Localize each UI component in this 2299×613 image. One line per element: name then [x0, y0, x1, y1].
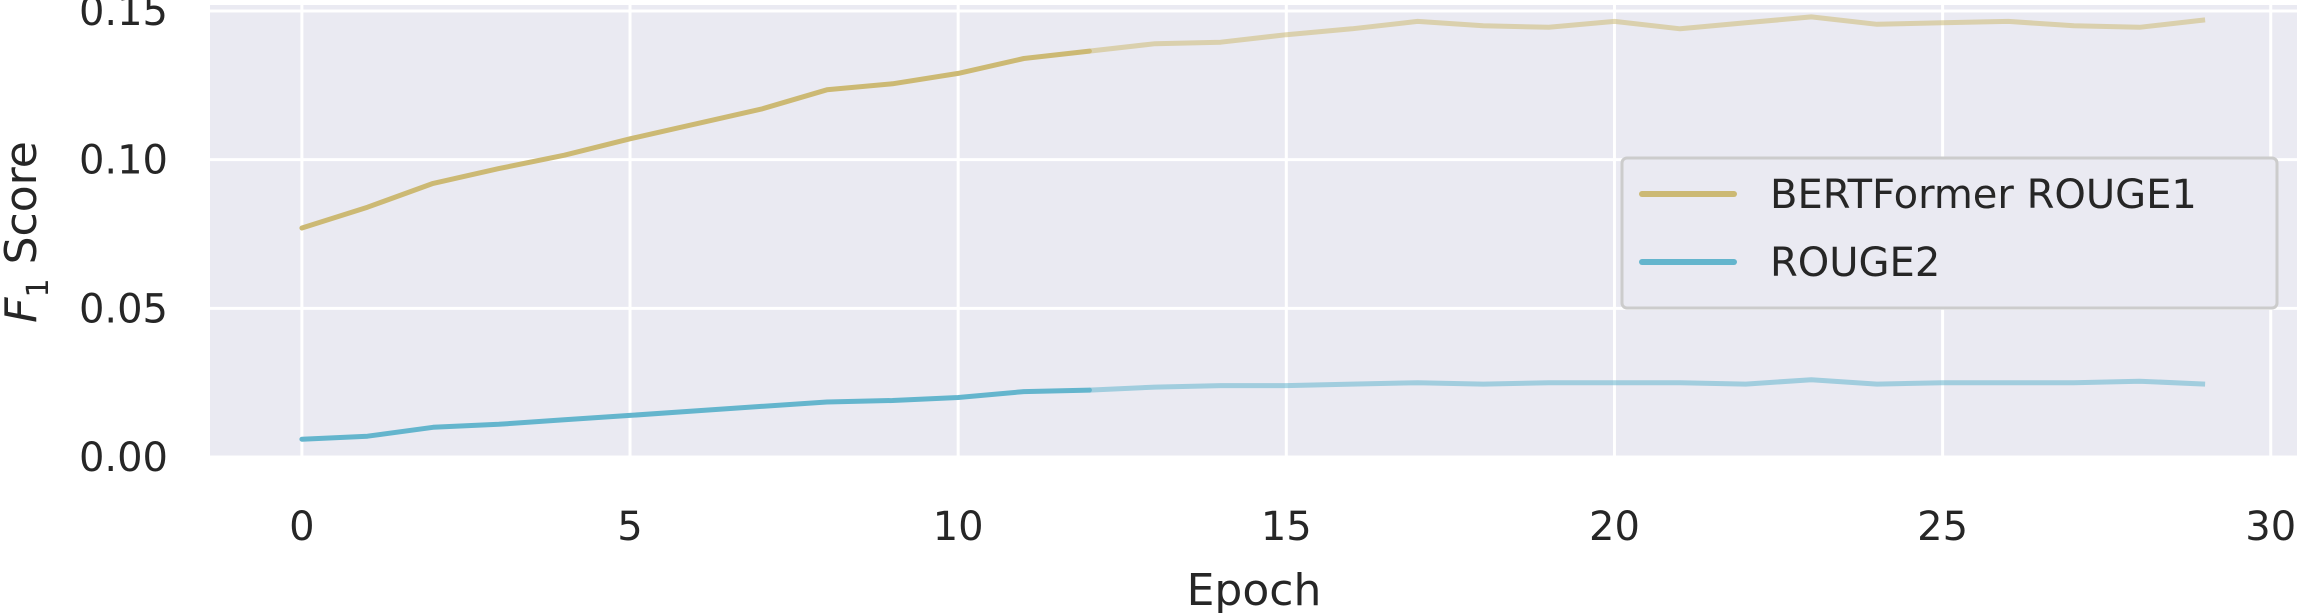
- x-tick-labels: 0 5 10 15 20 25 30: [289, 504, 2296, 550]
- x-tick-label: 30: [2245, 504, 2296, 550]
- legend: BERTFormer ROUGE1 ROUGE2: [1620, 156, 2279, 310]
- legend-box: [1620, 156, 2279, 310]
- legend-label-rouge1: BERTFormer ROUGE1: [1770, 172, 2197, 218]
- x-tick-label: 10: [933, 504, 984, 550]
- y-tick-label: 0.05: [79, 286, 168, 332]
- x-tick-label: 0: [289, 504, 314, 550]
- series-lines: [299, 14, 2206, 442]
- series-line-rouge1: [299, 48, 1092, 231]
- series-line-rouge2-faded: [1089, 377, 2206, 393]
- y-tick-label: 0.10: [79, 138, 168, 184]
- x-tick-label: 5: [617, 504, 642, 550]
- x-tick-label: 20: [1589, 504, 1640, 550]
- x-axis-label: Epoch: [1187, 565, 1322, 613]
- x-tick-label: 25: [1917, 504, 1968, 550]
- series-line-rouge2: [299, 387, 1092, 442]
- x-tick-label: 15: [1261, 504, 1312, 550]
- y-tick-label: 0.00: [79, 435, 168, 481]
- y-tick-labels: 0.00 0.05 0.10 0.15: [79, 0, 168, 481]
- legend-label-rouge2: ROUGE2: [1770, 240, 1940, 286]
- y-axis-label-suffix: Score: [0, 141, 47, 278]
- y-axis-label-subscript: 1: [21, 278, 56, 297]
- y-axis-label: F1 Score: [0, 141, 56, 323]
- series-line-rouge1-faded: [1089, 14, 2206, 54]
- y-tick-label: 0.15: [79, 0, 168, 35]
- y-axis-label-f: F: [0, 297, 47, 323]
